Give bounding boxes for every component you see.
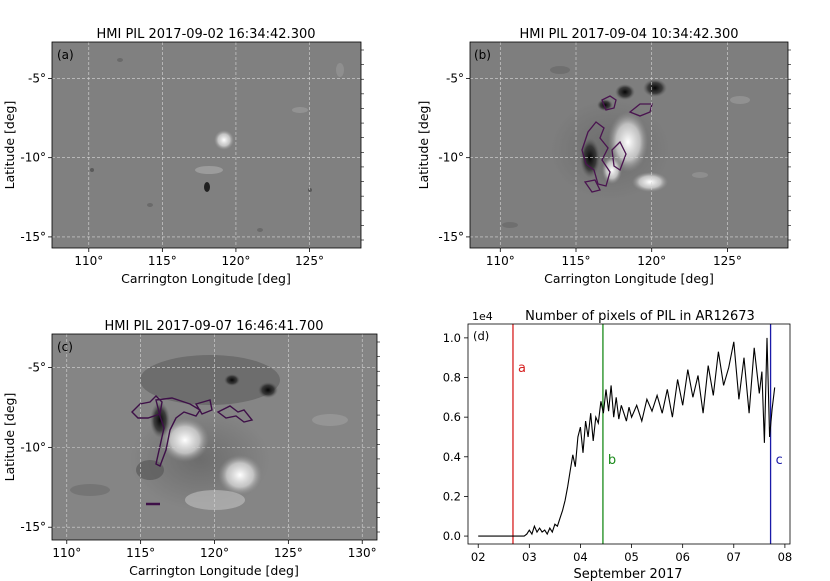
- vline-label-b: b: [608, 453, 616, 468]
- y-tick-label: 1.0: [443, 331, 461, 345]
- title-b: HMI PIL 2017-09-04 10:34:42.300: [519, 27, 738, 42]
- x-tick-label: 115°: [126, 546, 155, 560]
- plot-area-d: [468, 324, 790, 544]
- x-tick-label: 02: [471, 550, 486, 564]
- x-tick-label: 03: [522, 550, 537, 564]
- y-tick-label: -15°: [20, 230, 46, 244]
- y-tick-label: 0.8: [443, 371, 461, 385]
- ticks-a: 110° 115° 120° 125° -5° -10° -15°: [20, 49, 364, 268]
- magnetogram-a-features: [90, 58, 344, 232]
- ticks-b: 110° 115° 120° 125° -5° -10° -15°: [438, 49, 791, 268]
- title-c: HMI PIL 2017-09-07 16:46:41.700: [104, 319, 323, 334]
- xlabel-d: September 2017: [573, 567, 682, 581]
- panel-d: a b c 02 03 04 05 06 07 08 0.0 0.2 0.4 0.6 0.8 1.0 Num…: [443, 309, 793, 581]
- title-d: Number of pixels of PIL in AR12673: [525, 309, 755, 324]
- panel-c: 110° 115° 120° 125° 130° -5° -10° -15° HMI PIL …: [2, 319, 380, 578]
- ylabel-c: Latitude [deg]: [2, 393, 17, 482]
- x-tick-label: 120°: [221, 254, 250, 268]
- y-tick-label: -5°: [446, 71, 464, 85]
- y-tick-label: -10°: [438, 151, 464, 165]
- y-tick-label: 0.2: [443, 489, 461, 503]
- frame-b: [469, 41, 789, 249]
- xlabel-a: Carrington Longitude [deg]: [121, 271, 291, 286]
- x-tick-label: 125°: [713, 254, 742, 268]
- x-tick-label: 115°: [148, 254, 177, 268]
- x-tick-label: 130°: [348, 546, 377, 560]
- panel-b: 110° 115° 120° 125° -5° -10° -15° HMI PIL 2017…: [416, 27, 791, 286]
- vlines-d: a b c: [512, 324, 783, 544]
- x-tick-label: 110°: [52, 546, 81, 560]
- y-tick-label: -5°: [28, 71, 46, 85]
- y-tick-label: -10°: [20, 440, 46, 454]
- y-tick-label: 0.4: [443, 450, 461, 464]
- magnetogram-a: [52, 42, 361, 248]
- x-tick-label: 05: [624, 550, 639, 564]
- vline-label-c: c: [776, 453, 783, 468]
- panel-label-c: (c): [57, 340, 73, 354]
- x-tick-label: 125°: [274, 546, 303, 560]
- x-tick-label: 08: [778, 550, 793, 564]
- ylabel-b: Latitude [deg]: [416, 101, 431, 190]
- x-tick-label: 06: [675, 550, 690, 564]
- panel-a: 110° 115° 120° 125° -5° -10° -15° HMI PIL 2017…: [2, 27, 364, 286]
- grid-b: [470, 42, 788, 248]
- magnetogram-b-features: [502, 66, 750, 228]
- x-tick-label: 07: [726, 550, 741, 564]
- pil-contours-b: [581, 95, 653, 193]
- y-tick-label: 0.0: [443, 529, 461, 543]
- y-tick-label: -10°: [20, 151, 46, 165]
- frame-d: [467, 323, 791, 545]
- x-tick-label: 110°: [486, 254, 515, 268]
- scale-label-d: 1e4: [472, 310, 493, 323]
- x-tick-label: 120°: [637, 254, 666, 268]
- grid-c: [52, 334, 377, 540]
- y-tick-label: 0.6: [443, 410, 461, 424]
- x-tick-label: 115°: [562, 254, 591, 268]
- frame-a: [51, 41, 362, 249]
- title-a: HMI PIL 2017-09-02 16:34:42.300: [96, 27, 315, 42]
- ticks-d: 02 03 04 05 06 07 08 0.0 0.2 0.4 0.6 0.8 1.0: [443, 331, 793, 564]
- panel-label-d: (d): [473, 329, 489, 343]
- x-tick-label: 04: [573, 550, 588, 564]
- grid-a: [52, 42, 361, 248]
- xlabel-c: Carrington Longitude [deg]: [129, 563, 299, 578]
- y-tick-label: -15°: [438, 230, 464, 244]
- magnetogram-c-features: [70, 355, 348, 510]
- x-tick-label: 120°: [200, 546, 229, 560]
- panel-label-b: (b): [474, 48, 491, 62]
- y-tick-label: -5°: [28, 361, 46, 375]
- x-tick-label: 125°: [295, 254, 324, 268]
- xlabel-b: Carrington Longitude [deg]: [544, 271, 714, 286]
- pil-contours-c: [131, 395, 254, 506]
- panel-label-a: (a): [57, 48, 74, 62]
- series-line: [478, 337, 776, 537]
- x-tick-label: 110°: [74, 254, 103, 268]
- ylabel-a: Latitude [deg]: [2, 101, 17, 190]
- vline-label-a: a: [518, 361, 526, 376]
- y-tick-label: -15°: [20, 520, 46, 534]
- ticks-c: 110° 115° 120° 125° 130° -5° -10° -15°: [20, 341, 380, 560]
